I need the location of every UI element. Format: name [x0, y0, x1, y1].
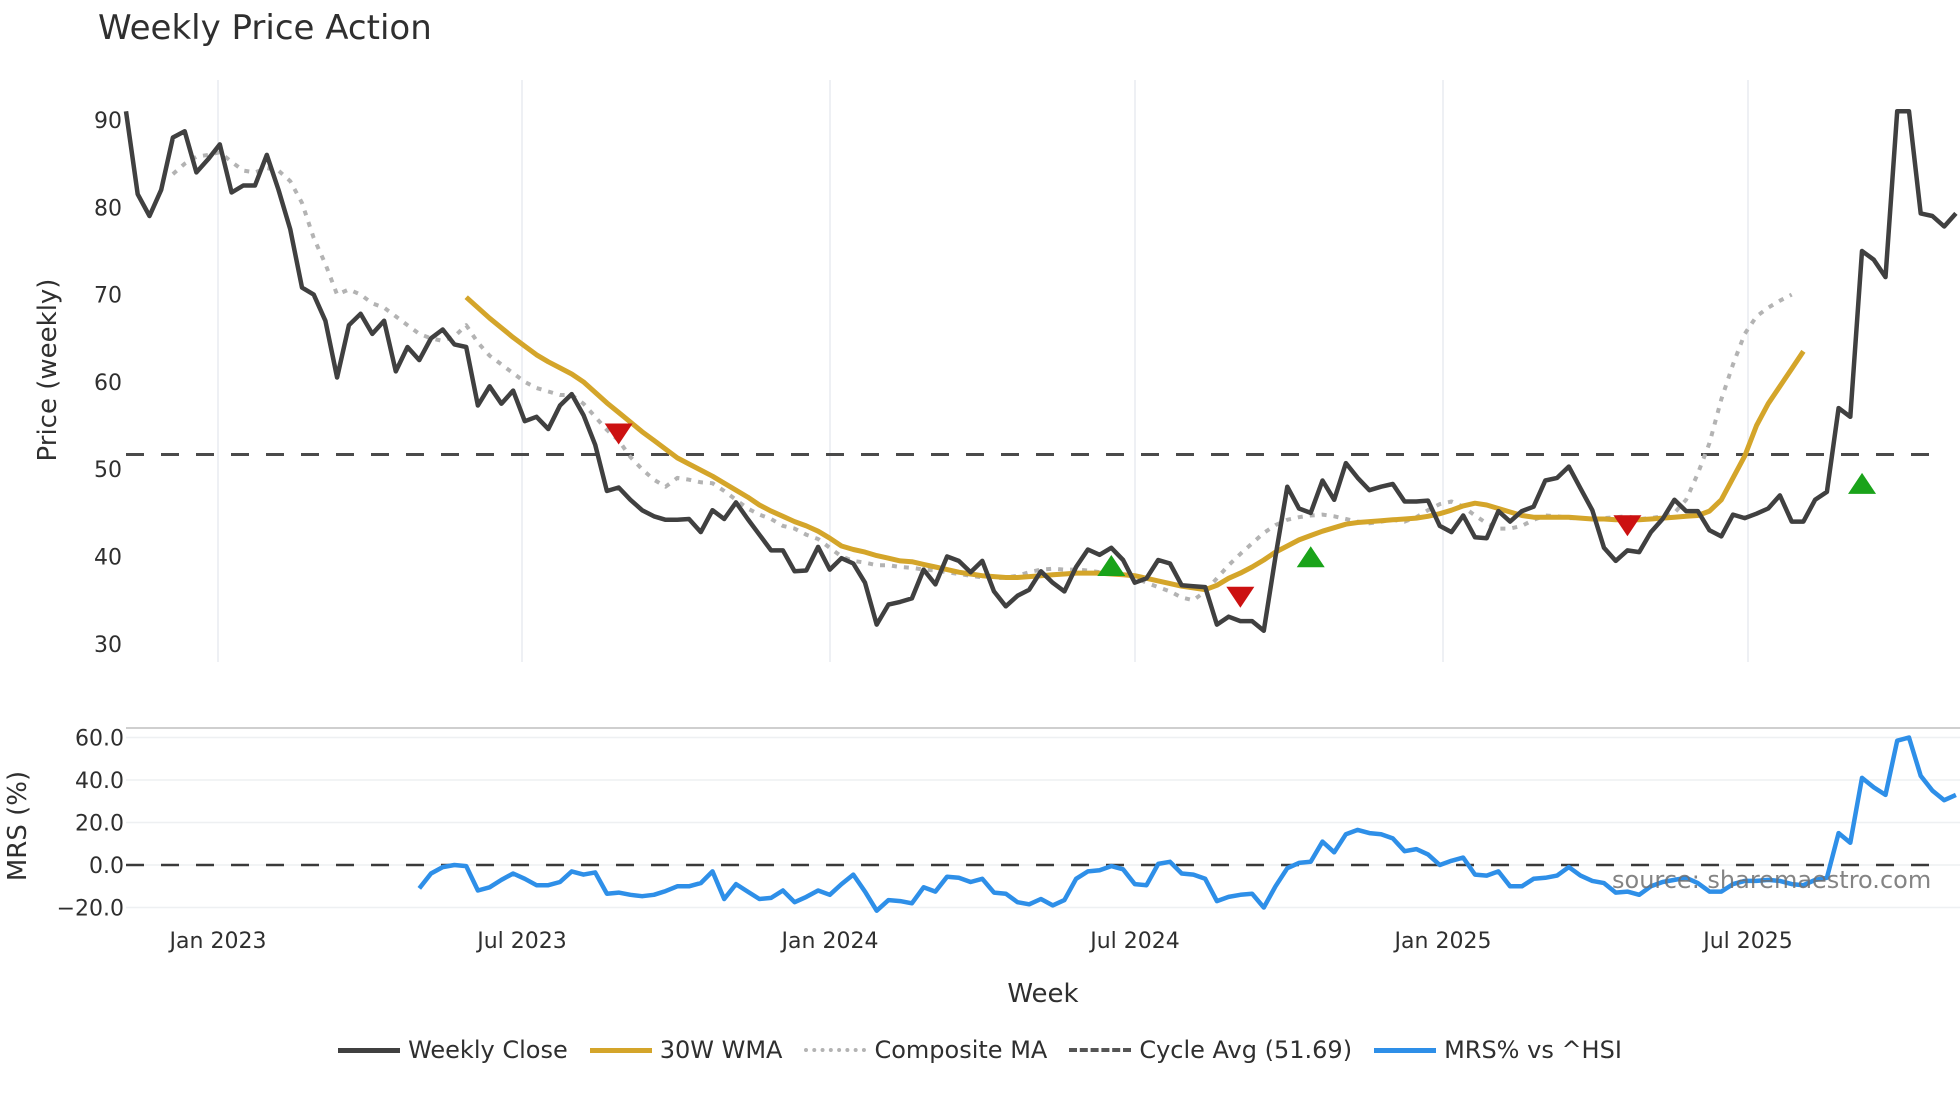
sell-signal-triangle-down-icon — [1226, 586, 1255, 608]
legend-swatch-30w-wma — [589, 1047, 652, 1053]
legend-label: Weekly Close — [408, 1036, 568, 1064]
price-tick-label: 50 — [94, 458, 122, 483]
x-tick-label: Jan 2024 — [780, 929, 879, 954]
mrs-tick-label: 0.0 — [89, 854, 124, 879]
sell-signal-triangle-down-icon — [604, 423, 633, 445]
mrs-tick-label: 20.0 — [75, 812, 124, 837]
x-tick-label: Jan 2023 — [168, 929, 267, 954]
price-tick-label: 80 — [94, 196, 122, 221]
composite-ma-line — [171, 150, 1793, 603]
x-tick-label: Jul 2025 — [1701, 929, 1793, 954]
x-tick-label: Jul 2023 — [475, 929, 567, 954]
legend-swatch-weekly-close — [338, 1047, 401, 1053]
legend-item-mrs[interactable]: MRS% vs ^HSI — [1374, 1036, 1622, 1064]
buy-signal-triangle-up-icon — [1296, 546, 1325, 568]
price-tick-label: 90 — [94, 109, 122, 134]
x-axis: Jan 2023 Jul 2023 Jan 2024 Jul 2024 Jan 2025… — [168, 929, 1793, 954]
weekly-close-line — [123, 109, 1958, 633]
buy-signal-triangle-up-icon — [1848, 472, 1877, 494]
legend-label: MRS% vs ^HSI — [1444, 1036, 1622, 1064]
price-panel: 30 40 50 60 70 80 90 — [94, 80, 1958, 662]
legend-item-30w-wma[interactable]: 30W WMA — [589, 1036, 783, 1064]
price-tick-label: 30 — [94, 633, 122, 658]
x-tick-label: Jul 2024 — [1088, 929, 1180, 954]
mrs-line — [417, 735, 1957, 913]
legend-label: 30W WMA — [659, 1036, 783, 1064]
price-tick-label: 70 — [94, 284, 122, 309]
legend: Weekly Close 30W WMA Composite MA Cycle … — [0, 1036, 1960, 1064]
legend-swatch-cycle-avg — [1069, 1048, 1132, 1052]
price-tick-label: 40 — [94, 546, 122, 571]
price-axis-title: Price (weekly) — [33, 279, 63, 462]
legend-item-weekly-close[interactable]: Weekly Close — [338, 1036, 568, 1064]
mrs-tick-label: −20.0 — [57, 897, 124, 922]
legend-label: Cycle Avg (51.69) — [1139, 1036, 1353, 1064]
mrs-axis-title: MRS (%) — [3, 771, 33, 881]
sell-signal-triangle-down-icon — [1613, 515, 1642, 537]
buy-signal-triangle-up-icon — [1097, 554, 1126, 576]
chart-title: Weekly Price Action — [98, 8, 432, 48]
wma-30w-line — [464, 295, 1806, 593]
price-tick-label: 60 — [94, 371, 122, 396]
legend-item-cycle-avg[interactable]: Cycle Avg (51.69) — [1069, 1036, 1352, 1064]
legend-label: Composite MA — [874, 1036, 1048, 1064]
mrs-panel: 60.0 40.0 20.0 0.0 −20.0 — [57, 727, 1960, 922]
legend-swatch-mrs — [1374, 1047, 1437, 1053]
x-axis-title: Week — [1007, 979, 1078, 1009]
x-tick-label: Jan 2025 — [1393, 929, 1492, 954]
source-watermark: source: sharemaestro.com — [1612, 866, 1932, 894]
mrs-tick-label: 60.0 — [75, 727, 124, 752]
legend-item-composite-ma[interactable]: Composite MA — [804, 1036, 1047, 1064]
mrs-tick-label: 40.0 — [75, 769, 124, 794]
legend-swatch-composite-ma — [804, 1048, 867, 1052]
